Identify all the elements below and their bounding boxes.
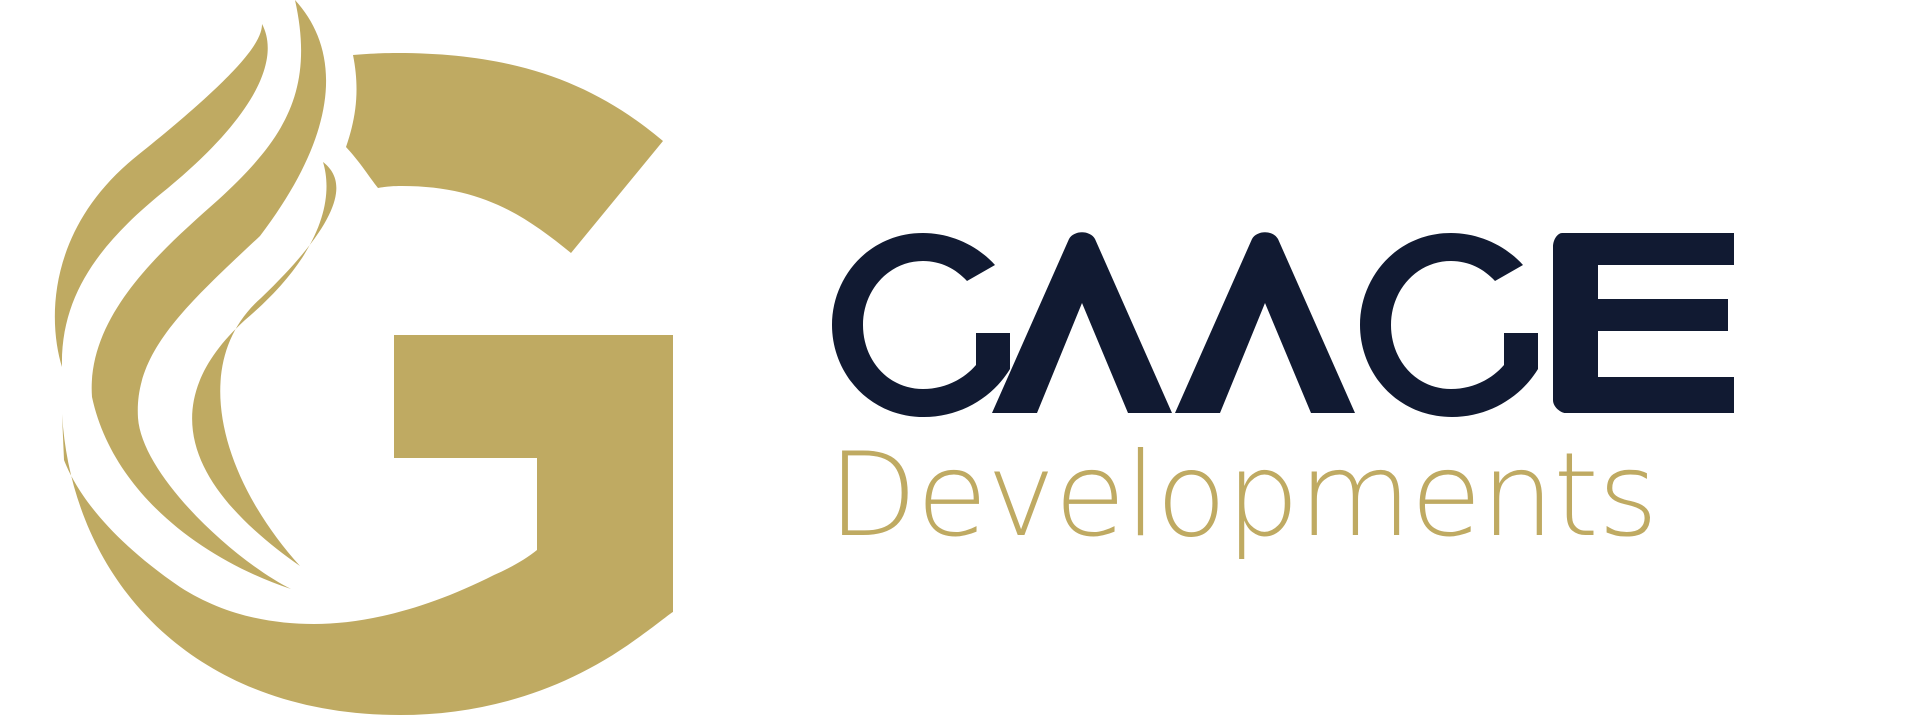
g-letter-shape [62,53,673,715]
wordmark-letter-g2 [1360,233,1538,417]
flame-stroke-outer [54,24,268,367]
brand-tagline: Developments [828,428,1658,563]
brand-wordmark-gaage: GAAGE [832,232,1734,417]
wordmark-letter-e [1553,233,1734,413]
wordmark-letter-g1 [832,233,1010,417]
flame-stroke-center [91,0,327,589]
flame-stroke-inner [192,162,337,566]
wordmark-letter-a1 [992,232,1172,413]
wordmark-letter-a2 [1175,232,1355,413]
g-flame-emblem-icon [54,0,673,715]
